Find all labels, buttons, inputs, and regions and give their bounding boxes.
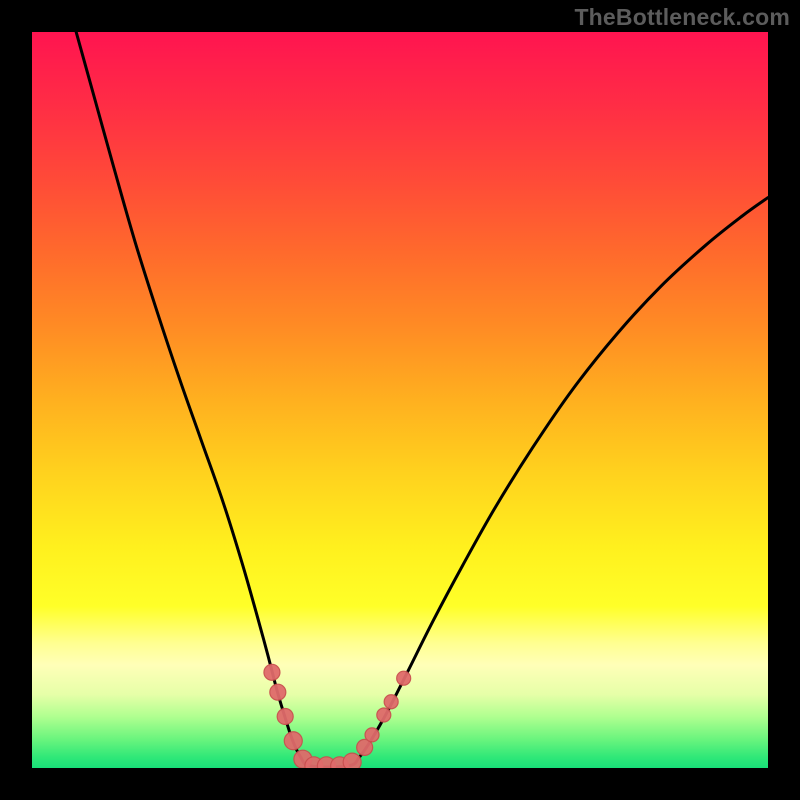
marker-dot xyxy=(377,708,391,722)
watermark-text: TheBottleneck.com xyxy=(574,4,790,31)
chart-frame: TheBottleneck.com xyxy=(0,0,800,800)
marker-dot xyxy=(277,708,293,724)
marker-dot xyxy=(365,728,379,742)
chart-svg xyxy=(32,32,768,768)
marker-dot xyxy=(270,684,286,700)
marker-dot xyxy=(264,664,280,680)
marker-dot xyxy=(284,732,302,750)
gradient-background xyxy=(32,32,768,768)
plot-area xyxy=(32,32,768,768)
marker-dot xyxy=(397,671,411,685)
marker-dot xyxy=(384,695,398,709)
marker-dot xyxy=(343,753,361,768)
